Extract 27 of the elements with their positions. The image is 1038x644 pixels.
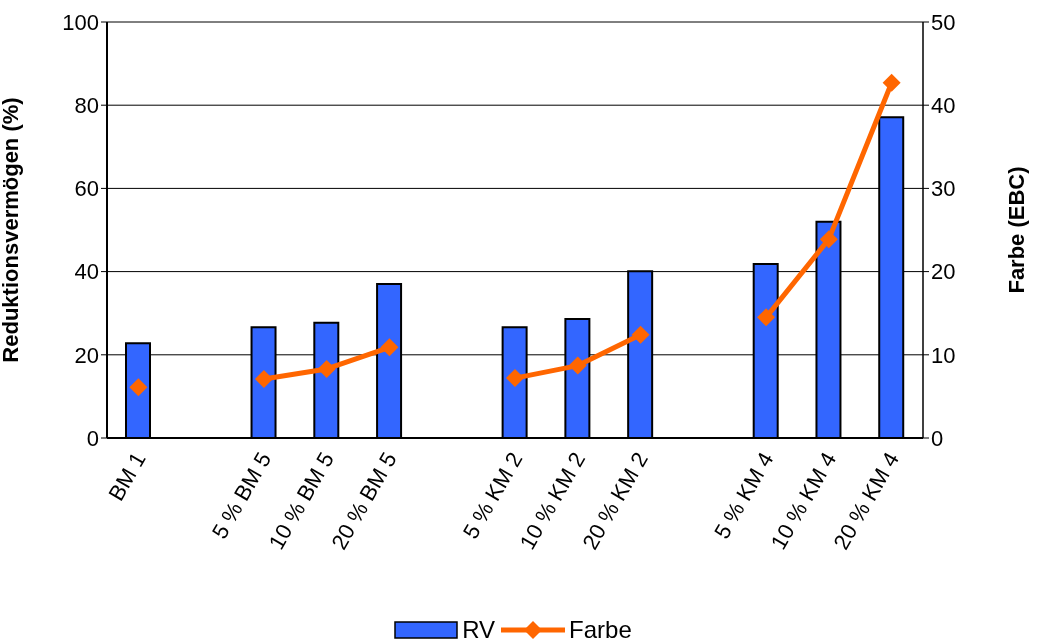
y2-axis-title: Farbe (EBC): [1003, 166, 1029, 294]
y-tick-label: 60: [74, 176, 99, 202]
point: [254, 369, 273, 388]
point: [129, 378, 148, 397]
y2-tick-label: 30: [931, 176, 956, 202]
y2-tick-label: 0: [931, 425, 944, 451]
y-tick-label: 40: [74, 259, 99, 285]
y-tick-label: 0: [86, 425, 99, 451]
y-tick-label: 100: [62, 9, 99, 35]
point: [882, 73, 901, 92]
legend-label: Farbe: [569, 616, 632, 644]
point: [317, 359, 336, 378]
point: [819, 230, 838, 249]
y-axis-title: Reduktionsvermögen (%): [0, 97, 23, 363]
legend-label: RV: [462, 616, 496, 644]
y2-tick-label: 20: [931, 259, 956, 285]
point: [757, 308, 776, 327]
y2-tick-label: 50: [931, 9, 956, 35]
point: [631, 325, 650, 344]
y2-tick-label: 40: [931, 93, 956, 119]
x-tick-label: BM 1: [103, 448, 151, 505]
point: [380, 338, 399, 357]
y2-tick-label: 10: [931, 342, 956, 368]
point: [506, 369, 524, 388]
point: [568, 356, 587, 375]
y-tick-label: 20: [74, 342, 99, 368]
y-tick-label: 80: [74, 93, 99, 119]
